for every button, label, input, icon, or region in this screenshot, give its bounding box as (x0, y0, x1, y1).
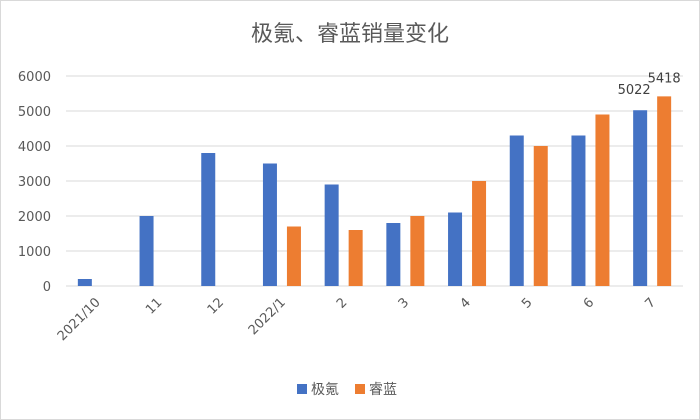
bar-ruilan-8 (595, 114, 610, 286)
chart-title: 极氪、睿蓝销量变化 (251, 22, 449, 47)
bar-ruilan-7 (533, 146, 548, 286)
x-tick-label: 5 (519, 295, 535, 311)
bar-jike-6 (448, 212, 463, 286)
x-tick-label: 6 (581, 295, 597, 311)
bar-jike-8 (571, 135, 586, 286)
y-tick-label: 6000 (18, 70, 51, 85)
y-axis-ticks: 0 1000 2000 3000 4000 5000 6000 (18, 70, 51, 295)
gridlines (66, 75, 683, 287)
bar-ruilan-6 (472, 181, 487, 286)
x-tick-label: 11 (143, 295, 165, 317)
legend-swatch (355, 384, 365, 394)
y-tick-label: 5000 (18, 105, 51, 120)
data-label: 5022 (618, 83, 651, 98)
y-tick-label: 1000 (18, 245, 51, 260)
legend: 极氪 睿蓝 (297, 382, 397, 398)
x-tick-label: 2022/1 (246, 295, 289, 338)
y-tick-label: 2000 (18, 210, 51, 225)
bar-ruilan-9 (657, 96, 672, 287)
bars (77, 96, 672, 287)
legend-label: 睿蓝 (369, 382, 397, 398)
bar-jike-0 (77, 279, 92, 286)
bar-ruilan-3 (286, 226, 301, 286)
bar-jike-9 (633, 110, 648, 286)
x-tick-label: 12 (205, 295, 227, 317)
y-tick-label: 3000 (18, 175, 51, 190)
y-tick-label: 4000 (18, 140, 51, 155)
bar-jike-1 (139, 216, 154, 286)
x-tick-label: 4 (457, 295, 473, 311)
bar-jike-2 (201, 153, 216, 286)
bar-ruilan-5 (410, 216, 425, 286)
x-tick-label: 3 (396, 295, 412, 311)
x-tick-label: 2 (334, 295, 350, 311)
data-label: 5418 (648, 71, 681, 86)
legend-label: 极氪 (311, 382, 339, 398)
bar-jike-4 (324, 184, 339, 286)
bar-jike-7 (509, 135, 524, 286)
bar-jike-5 (386, 223, 401, 286)
x-tick-label: 7 (643, 295, 659, 311)
x-tick-label: 2021/10 (55, 295, 104, 344)
x-axis-ticks: 2021/10 11 12 2022/1 2 3 4 5 6 7 (55, 295, 659, 344)
legend-swatch (297, 384, 307, 394)
bar-ruilan-4 (348, 230, 363, 286)
y-tick-label: 0 (43, 280, 51, 295)
bar-jike-3 (262, 163, 277, 286)
